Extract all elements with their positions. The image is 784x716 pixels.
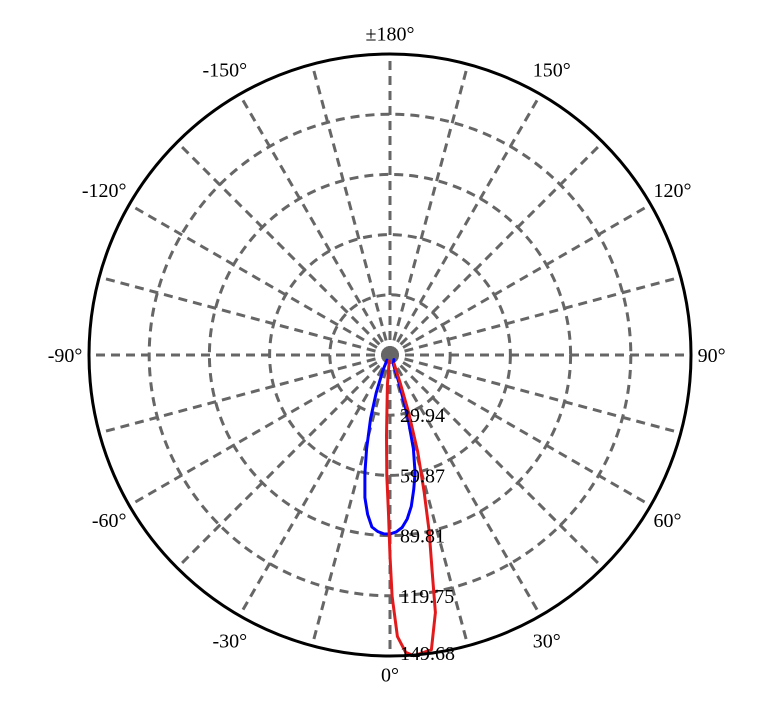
grid-spoke <box>176 141 392 357</box>
angle-label: 0° <box>381 665 399 687</box>
angle-label: 30° <box>533 630 561 652</box>
angle-label: -120° <box>82 180 127 202</box>
grid-spoke <box>176 353 392 569</box>
grid-spoke <box>388 63 470 356</box>
radial-tick-label: 59.87 <box>400 465 445 487</box>
radial-tick-label: 29.94 <box>400 405 445 427</box>
grid-spoke <box>388 353 604 569</box>
grid-spoke <box>388 354 542 617</box>
grid-spoke <box>310 354 392 647</box>
labels: 29.94 59.87 89.81 119.75 149.680° 30° 60° 90° 12… <box>48 23 726 686</box>
grid-spoke <box>238 354 392 617</box>
radial-tick-label: 89.81 <box>400 526 445 548</box>
angle-label: ±180° <box>366 23 415 45</box>
grid-spoke <box>128 353 391 507</box>
grid-spoke <box>389 275 682 357</box>
radial-tick-label: 149.68 <box>400 643 455 665</box>
angle-label: -30° <box>213 630 248 652</box>
grid-spoke <box>98 275 391 357</box>
grid-spoke <box>310 63 392 356</box>
grid-spoke <box>238 93 392 356</box>
grid <box>89 54 691 656</box>
angle-label: 150° <box>533 60 571 82</box>
grid-spoke <box>388 93 542 356</box>
angle-label: 60° <box>653 510 681 532</box>
grid-spoke <box>388 141 604 357</box>
outer-frame <box>87 52 693 658</box>
grid-spoke <box>389 353 652 507</box>
angle-label: -90° <box>48 345 83 367</box>
radial-tick-label: 119.75 <box>400 586 454 608</box>
angle-label: -150° <box>203 60 248 82</box>
grid-spoke <box>389 203 652 357</box>
angle-label: -60° <box>92 510 127 532</box>
frame <box>87 52 693 658</box>
grid-spoke <box>98 353 391 435</box>
grid-spoke <box>389 353 682 435</box>
angle-label: 120° <box>653 180 691 202</box>
grid-spoke <box>128 203 391 357</box>
angle-label: 90° <box>698 345 726 367</box>
